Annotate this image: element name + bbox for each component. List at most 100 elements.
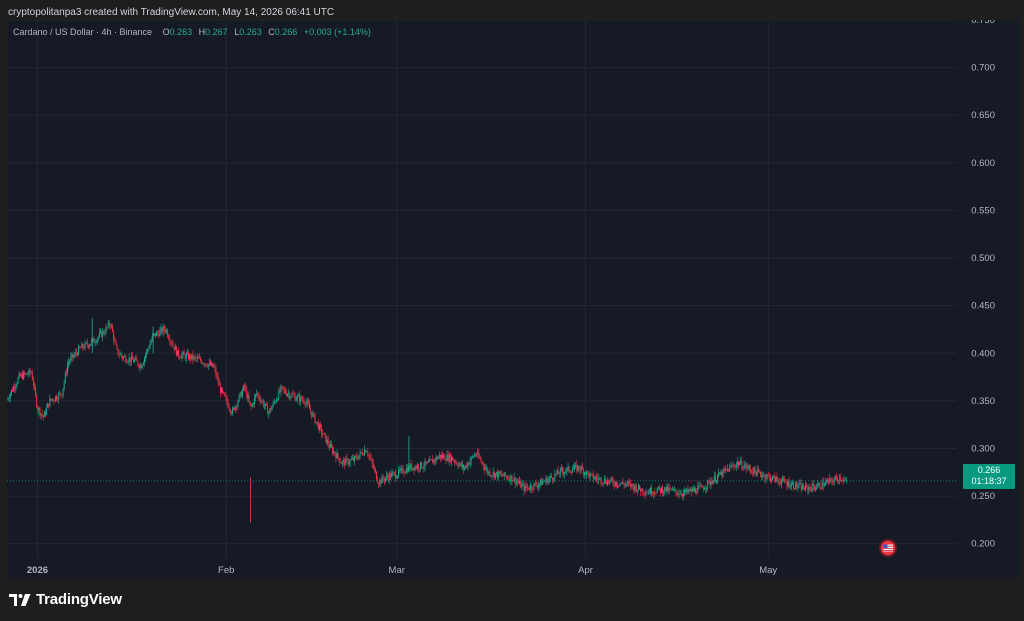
candle-body: [798, 483, 800, 487]
candle-body: [711, 481, 713, 485]
candle-body: [295, 399, 297, 401]
candle-body: [322, 433, 324, 435]
candle-body: [789, 486, 791, 488]
candle-body: [237, 401, 239, 407]
candle-body: [683, 492, 684, 496]
candle-body: [240, 392, 242, 397]
tradingview-brand[interactable]: TradingView: [9, 591, 122, 608]
candle-body: [670, 488, 672, 491]
candle-body: [193, 356, 195, 360]
candle-body: [300, 396, 302, 402]
candle-body: [811, 483, 813, 491]
candle-body: [428, 459, 430, 462]
candle-body: [741, 460, 743, 469]
candle-body: [61, 394, 63, 396]
candle-body: [636, 489, 638, 492]
candle-body: [273, 401, 275, 403]
candle-body: [56, 396, 57, 400]
candle-body: [453, 460, 455, 461]
candle-body: [500, 473, 502, 475]
grid-lines: [7, 20, 957, 558]
candle-body: [331, 444, 332, 448]
chart-panel[interactable]: 0.200 0.250 0.300 0.350 0.400 0.450 0.500 0.550…: [7, 20, 1019, 578]
us-flag-icon[interactable]: [879, 539, 897, 557]
candle-body: [712, 480, 714, 485]
candle-body: [104, 333, 106, 334]
candle-body: [760, 471, 761, 475]
candle-body: [205, 363, 207, 366]
candle-body: [425, 461, 427, 464]
candle-body: [427, 461, 429, 463]
candle-body: [232, 408, 233, 414]
candle-body: [376, 471, 378, 480]
candle-body: [494, 473, 496, 478]
candle-body: [632, 484, 634, 487]
candle-body: [10, 389, 12, 394]
candle-body: [159, 330, 161, 337]
candle-body: [777, 479, 779, 481]
candle-body: [430, 459, 431, 461]
candle-body: [60, 392, 62, 395]
candle-body: [773, 475, 775, 477]
candle-body: [571, 469, 573, 473]
candle-body: [106, 326, 108, 328]
candle-body: [556, 470, 558, 475]
candle-body: [265, 403, 266, 406]
candle-body: [531, 485, 533, 489]
candle-body: [320, 424, 321, 427]
candle-body: [799, 483, 801, 485]
candle-body: [318, 424, 320, 430]
candle-body: [256, 393, 258, 395]
candle-body: [254, 397, 255, 405]
candle-body: [74, 352, 76, 356]
candle-body: [197, 357, 199, 359]
candle-body: [49, 398, 51, 407]
candle-body: [221, 388, 222, 394]
candle-body: [637, 485, 639, 490]
candle-body: [820, 488, 822, 489]
candle-body: [736, 461, 738, 465]
candle-body: [315, 421, 317, 423]
candle-body: [758, 471, 760, 473]
candle-body: [723, 469, 725, 471]
candle-body: [625, 484, 627, 485]
candle-body: [622, 482, 624, 484]
candle-body: [716, 480, 717, 482]
price-chart[interactable]: 0.200 0.250 0.300 0.350 0.400 0.450 0.500 0.550…: [7, 20, 1019, 578]
candle-body: [314, 413, 316, 423]
candle-body: [439, 454, 441, 459]
symbol-title[interactable]: Cardano / US Dollar · 4h · Binance: [13, 27, 153, 37]
candle-body: [664, 486, 666, 492]
candle-body: [261, 400, 263, 402]
candle-body: [573, 468, 574, 470]
candle-body: [828, 480, 830, 483]
candle-body: [809, 487, 811, 489]
candle-body: [37, 406, 39, 411]
candle-body: [718, 472, 720, 476]
candle-body: [695, 488, 697, 493]
candle-body: [658, 486, 660, 489]
candle-body: [567, 466, 569, 469]
candle-body: [40, 413, 42, 416]
candle-body: [175, 346, 177, 356]
candle-body: [532, 488, 534, 490]
high-value: 0.267: [205, 27, 228, 37]
candle-body: [24, 372, 26, 375]
candle-body: [600, 477, 602, 484]
candle-body: [293, 394, 295, 396]
candle-body: [279, 390, 281, 392]
candle-body: [155, 333, 156, 337]
candle-body: [359, 451, 361, 456]
candle-body: [234, 407, 236, 411]
candle-body: [633, 486, 635, 491]
candle-body: [333, 451, 335, 454]
candle-body: [757, 469, 759, 472]
candle-body: [404, 472, 406, 474]
candle-body: [524, 485, 526, 491]
candle-body: [120, 353, 122, 357]
candle-body: [290, 396, 292, 398]
candle-body: [804, 488, 805, 490]
candle-body: [199, 357, 200, 359]
candle-body: [499, 471, 501, 474]
candle-body: [35, 386, 37, 395]
